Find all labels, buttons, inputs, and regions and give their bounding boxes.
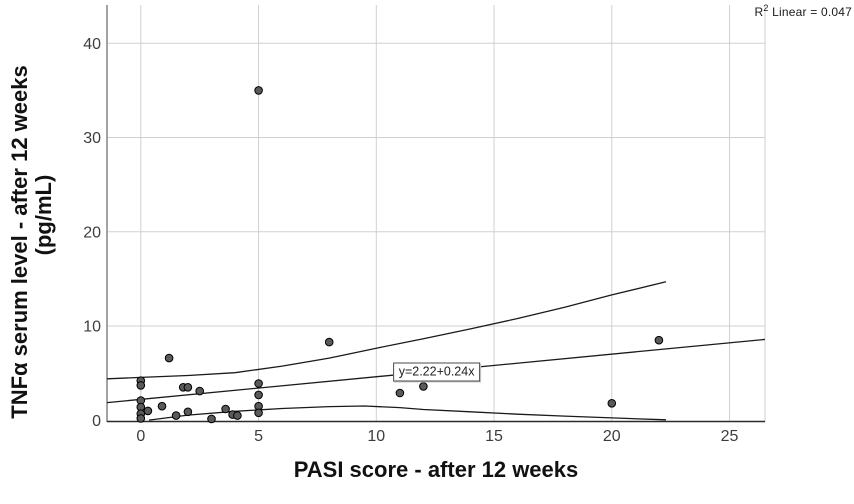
y-tick-label: 10 [83, 319, 101, 336]
data-point [654, 335, 664, 345]
data-point [607, 399, 617, 408]
data-point [183, 383, 193, 392]
data-point [254, 408, 263, 418]
confidence-band-upper [107, 281, 667, 380]
data-point [324, 337, 334, 347]
data-point [221, 404, 230, 414]
y-tick-label: 30 [83, 130, 101, 147]
r-squared-label: R2 Linear = 0.047 [755, 3, 853, 19]
data-point [164, 353, 174, 363]
y-tick-label: 40 [83, 36, 101, 53]
data-point [419, 382, 428, 391]
r-squared-rest: Linear = 0.047 [768, 5, 852, 19]
data-point [136, 381, 146, 390]
data-point [195, 386, 204, 396]
y-tick-label: 20 [83, 224, 101, 241]
data-point [254, 379, 263, 388]
data-point [207, 414, 216, 424]
x-tick-label: 10 [367, 428, 385, 445]
regression-equation-label: y=2.22+0.24x [392, 362, 481, 382]
y-tick-label: 0 [92, 413, 101, 430]
data-point [171, 411, 181, 420]
x-tick-label: 0 [136, 428, 145, 445]
r-squared-base: R [754, 5, 764, 19]
data-point [183, 407, 193, 417]
data-point [233, 411, 242, 420]
x-tick-label: 20 [603, 428, 621, 445]
x-tick-label: 5 [254, 428, 263, 445]
x-axis-title: PASI score - after 12 weeks [293, 457, 579, 482]
data-point [136, 414, 146, 423]
x-tick-label: 25 [721, 428, 739, 445]
data-point [395, 388, 405, 398]
data-point [157, 401, 167, 411]
y-axis-title-line2: (pg/mL) [31, 174, 56, 256]
data-point [143, 406, 153, 416]
data-point [254, 390, 263, 400]
r-squared-sup: 2 [763, 3, 769, 13]
data-point [254, 86, 263, 95]
x-tick-label: 15 [485, 428, 503, 445]
y-axis-title-line1: TNFα serum level - after 12 weeks [7, 65, 32, 419]
